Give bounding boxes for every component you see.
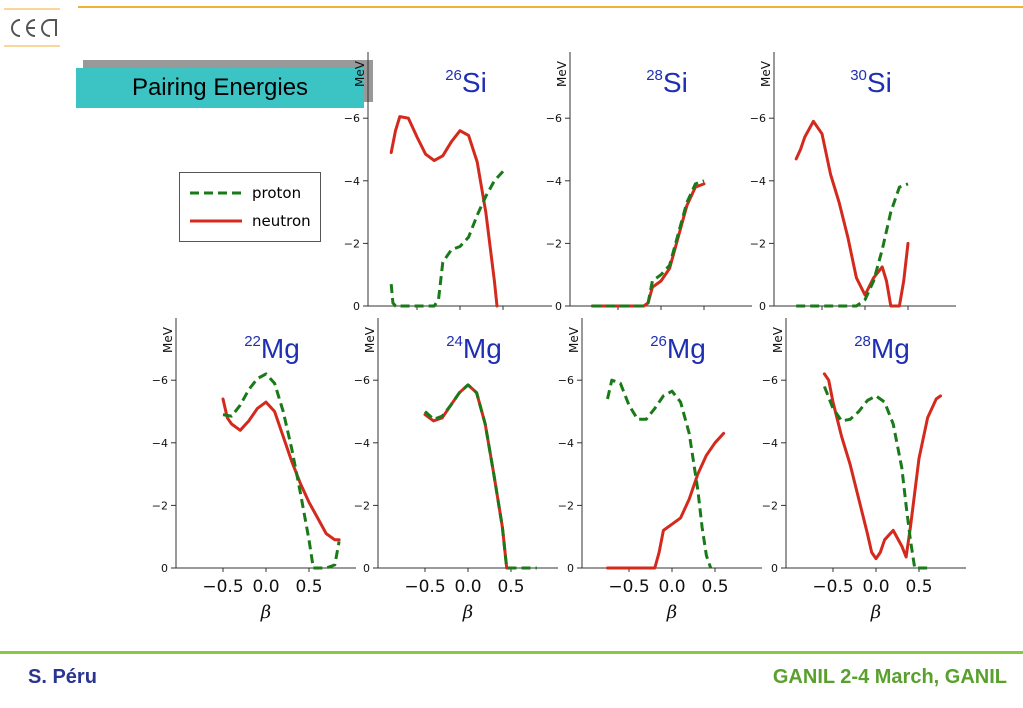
mg28-xtick-label: 0.5 — [905, 577, 932, 597]
mg24-nucleus-label: 24Mg — [446, 333, 502, 364]
mg28-xlabel: β — [870, 602, 881, 623]
mg26-ytick-label: 0 — [567, 562, 574, 575]
si26-ylabel: MeV — [353, 60, 367, 87]
mg24-ytick-label: −2 — [354, 499, 370, 512]
si28-ytick-label: −2 — [546, 237, 562, 250]
si30-nucleus-label: 30Si — [850, 67, 892, 98]
si26-ytick-label: −2 — [344, 237, 360, 250]
footer-author: S. Péru — [28, 666, 97, 688]
mg28-xtick-label: 0.0 — [862, 577, 889, 597]
mg22-ytick-label: −4 — [152, 437, 168, 450]
si28-series-proton — [592, 179, 705, 308]
mg24-ytick-label: 0 — [363, 562, 370, 575]
mg22-element-symbol: Mg — [261, 333, 300, 364]
si30-series-neutron — [794, 119, 910, 308]
mg28-element-symbol: Mg — [871, 333, 910, 364]
mg24-series-proton — [423, 383, 537, 570]
mg22-ylabel: MeV — [161, 326, 175, 353]
mg28-ytick-label: −2 — [762, 499, 778, 512]
mg26-xtick-label: −0.5 — [608, 577, 649, 597]
mg28-series-neutron — [822, 372, 942, 561]
mg26-xtick-label: 0.0 — [658, 577, 685, 597]
mg24-ytick-label: −4 — [354, 437, 370, 450]
header-rule — [78, 6, 1023, 8]
si30-series-proton — [796, 182, 909, 308]
mg26-ylabel: MeV — [567, 326, 581, 353]
mg26-series-neutron — [606, 431, 726, 570]
si26-nucleus-label: 26Si — [445, 67, 487, 98]
si26-series-proton — [389, 170, 505, 308]
legend-label-neutron: neutron — [252, 212, 311, 230]
mg28-nucleus-label: 28Mg — [854, 333, 910, 364]
mg22-xtick-label: 0.0 — [252, 577, 279, 597]
mg26-nucleus-label: 26Mg — [650, 333, 706, 364]
si28-ylabel: MeV — [555, 60, 569, 87]
mg26-xtick-label: 0.5 — [701, 577, 728, 597]
legend-swatch-neutron — [190, 219, 242, 223]
mg22-series-neutron — [221, 397, 341, 542]
mg22-ytick-label: 0 — [161, 562, 168, 575]
mg28-mass-number: 28 — [854, 333, 871, 350]
cea-logo-icon — [4, 8, 60, 47]
mg22-series-proton — [222, 372, 341, 570]
mg24-ytick-label: −6 — [354, 374, 370, 387]
legend-label-proton: proton — [252, 184, 302, 202]
mg26-xlabel: β — [666, 602, 677, 623]
si28-ytick-label: −4 — [546, 175, 562, 188]
si30-ytick-label: −2 — [750, 237, 766, 250]
si30-ylabel: MeV — [759, 60, 773, 87]
footer-rule — [0, 651, 1023, 654]
mg24-xtick-label: 0.0 — [454, 577, 481, 597]
mg28-ylabel: MeV — [771, 326, 785, 353]
si28-element-symbol: Si — [663, 67, 688, 98]
si28-ytick-label: 0 — [555, 300, 562, 313]
legend-swatch-proton — [190, 191, 242, 195]
mg28-ytick-label: −4 — [762, 437, 778, 450]
mg28-xtick-label: −0.5 — [812, 577, 853, 597]
slide-title: Pairing Energies — [76, 68, 364, 108]
mg28-ytick-label: −6 — [762, 374, 778, 387]
mg26-ytick-label: −2 — [558, 499, 574, 512]
si26-ytick-label: −4 — [344, 175, 360, 188]
si28-nucleus-label: 28Si — [646, 67, 688, 98]
mg26-series-proton — [606, 378, 713, 569]
si26-mass-number: 26 — [445, 67, 462, 84]
mg26-element-symbol: Mg — [667, 333, 706, 364]
footer-event: GANIL 2-4 March, GANIL — [772, 666, 1007, 688]
si28-mass-number: 28 — [646, 67, 663, 84]
mg22-xtick-label: −0.5 — [202, 577, 243, 597]
legend-entry-proton: proton — [190, 183, 301, 203]
mg22-mass-number: 22 — [244, 333, 261, 350]
mg24-xlabel: β — [462, 602, 473, 623]
si26-series-neutron — [389, 115, 499, 308]
mg22-ytick-label: −2 — [152, 499, 168, 512]
si26-ytick-label: −6 — [344, 112, 360, 125]
mg26-ytick-label: −6 — [558, 374, 574, 387]
mg22-ytick-label: −6 — [152, 374, 168, 387]
si26-element-symbol: Si — [462, 67, 487, 98]
mg22-nucleus-label: 22Mg — [244, 333, 300, 364]
si26-ytick-label: 0 — [353, 300, 360, 313]
mg22-xlabel: β — [260, 602, 271, 623]
mg28-series-proton — [823, 385, 928, 570]
mg26-mass-number: 26 — [650, 333, 667, 350]
si30-ytick-label: −4 — [750, 175, 766, 188]
chart-legend: proton neutron — [179, 172, 321, 242]
si30-mass-number: 30 — [850, 67, 867, 84]
mg24-xtick-label: 0.5 — [497, 577, 524, 597]
legend-entry-neutron: neutron — [190, 211, 311, 231]
mg24-ylabel: MeV — [363, 326, 377, 353]
si30-ytick-label: 0 — [759, 300, 766, 313]
si28-ytick-label: −6 — [546, 112, 562, 125]
mg26-ytick-label: −4 — [558, 437, 574, 450]
mg24-mass-number: 24 — [446, 333, 463, 350]
si30-ytick-label: −6 — [750, 112, 766, 125]
mg24-xtick-label: −0.5 — [404, 577, 445, 597]
si30-element-symbol: Si — [867, 67, 892, 98]
mg22-xtick-label: 0.5 — [295, 577, 322, 597]
mg28-ytick-label: 0 — [771, 562, 778, 575]
mg24-element-symbol: Mg — [463, 333, 502, 364]
